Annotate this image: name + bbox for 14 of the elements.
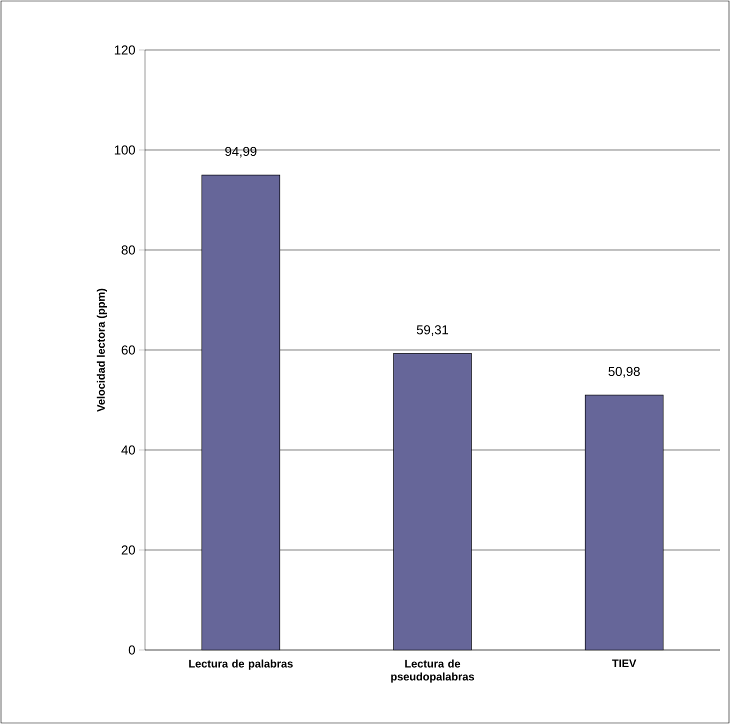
y-tick-label: 0: [128, 645, 135, 655]
data-label: 94,99: [225, 146, 256, 158]
y-tick-label: 60: [122, 345, 135, 355]
y-tick-label: 80: [122, 245, 135, 255]
data-label: 50,98: [608, 366, 640, 378]
y-tick-label: 20: [122, 545, 135, 555]
y-axis-title: Velocidad lectora (ppm): [96, 288, 108, 412]
y-tick-label: 40: [121, 445, 135, 455]
x-tick-label: Lectura de pseudopalabras: [391, 660, 474, 683]
x-tick-label: TIEV: [612, 660, 636, 668]
x-tick-label: Lectura de palabras: [189, 660, 293, 670]
data-label: 59,31: [416, 325, 448, 336]
y-tick-label: 100: [114, 145, 135, 155]
y-tick-label: 120: [114, 45, 135, 55]
